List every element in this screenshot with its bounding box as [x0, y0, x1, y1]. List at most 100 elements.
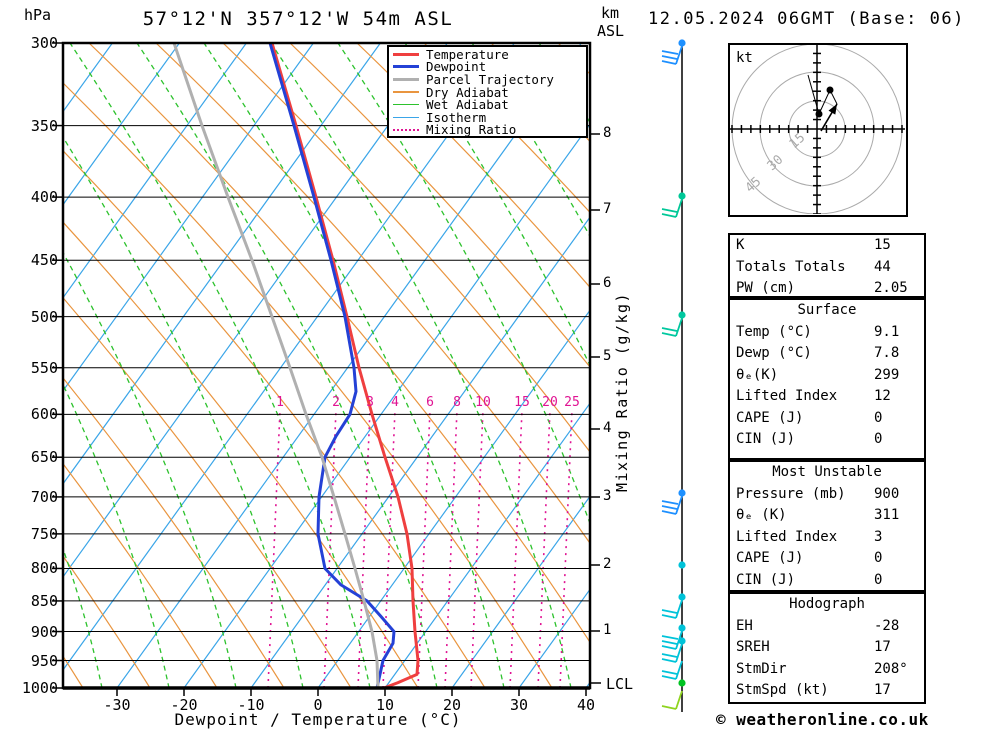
- data-table-indices: K 15 Totals Totals 44 PW (cm) 2.05: [728, 233, 926, 298]
- table-row-label: θₑ(K): [736, 366, 779, 383]
- wet-adiabat-lines: [63, 43, 590, 688]
- legend-line-sample: [393, 128, 419, 131]
- wind-barb: [678, 679, 686, 687]
- table-row: CAPE (J) 0: [730, 408, 924, 430]
- table-row: SREH 17: [730, 637, 924, 659]
- table-row-value: 17: [874, 639, 891, 655]
- copyright-label: © weatheronline.co.uk: [716, 710, 929, 729]
- wind-barb: [661, 593, 686, 619]
- plot-frame: [61, 41, 592, 690]
- table-row-value: 2.05: [874, 280, 908, 296]
- legend-line-sample: [393, 52, 419, 56]
- pressure-unit-label: hPa: [24, 6, 52, 24]
- table-row-label: Totals Totals: [736, 258, 846, 275]
- legend-label: Wet Adiabat: [426, 97, 509, 113]
- legend-line-sample: [393, 103, 419, 106]
- legend-label: Temperature: [426, 46, 509, 62]
- wind-barb: [661, 637, 686, 663]
- page-title: 57°12'N 357°12'W 54m ASL: [142, 8, 454, 30]
- legend-item: Isotherm: [393, 110, 586, 125]
- legend-label: Parcel Trajectory: [426, 71, 554, 87]
- km-axis-label: km: [601, 4, 620, 22]
- hodograph-dot: [826, 86, 834, 94]
- table-row: K 15: [730, 235, 924, 257]
- table-header: Hodograph: [789, 596, 865, 612]
- table-row-value: 7.8: [874, 345, 900, 361]
- table-row-value: 311: [874, 507, 900, 523]
- table-row-value: 44: [874, 258, 891, 275]
- legend-label: Dry Adiabat: [426, 84, 509, 100]
- table-header: Surface: [797, 302, 857, 318]
- temperature-axis-title: Dewpoint / Temperature (°C): [174, 710, 462, 729]
- dewpoint-curve: [268, 43, 396, 688]
- temperature-curve: [270, 43, 420, 688]
- table-row-value: 0: [874, 409, 883, 426]
- table-header: Most Unstable: [772, 464, 882, 480]
- data-table-surface: Surface Temp (°C) 9.1 Dewp (°C) 7.8 θₑ(K) 299 L…: [728, 298, 926, 460]
- table-row: Lifted Index 12: [730, 386, 924, 408]
- table-row: Dewp (°C) 7.8: [730, 343, 924, 365]
- hodograph-ring-label: 15: [787, 130, 809, 152]
- table-row-value: 0: [874, 431, 883, 447]
- data-table-most-unstable: Most Unstable Pressure (mb) 900 θₑ (K) 311 Li…: [728, 460, 926, 592]
- table-row-label: Lifted Index: [736, 388, 838, 404]
- table-row-label: PW (cm): [736, 280, 796, 296]
- table-row: CIN (J) 0: [730, 429, 924, 451]
- table-row-value: 0: [874, 571, 883, 588]
- table-row-value: -28: [874, 617, 900, 634]
- table-row-label: CAPE (J): [736, 550, 804, 566]
- legend-label: Mixing Ratio: [426, 122, 517, 138]
- wind-barb: [661, 192, 686, 218]
- mixing-ratio-axis-title: Mixing Ratio (g/kg): [613, 291, 631, 493]
- table-row-label: EH: [736, 617, 753, 634]
- wind-barb: [661, 660, 683, 680]
- legend-item: Dewpoint: [393, 59, 586, 74]
- table-row-label: CIN (J): [736, 571, 796, 588]
- hodograph-unit-label: kt: [736, 50, 753, 66]
- table-row-label: StmDir: [736, 660, 787, 677]
- table-row: StmSpd (kt) 17: [730, 680, 924, 702]
- hodograph-panel: 15 30 45 kt: [728, 43, 908, 217]
- parcel-trajectory-curve: [172, 43, 380, 688]
- table-row: Pressure (mb) 900: [730, 484, 924, 506]
- wind-barbs: [661, 39, 686, 710]
- table-row-label: Temp (°C): [736, 323, 812, 340]
- table-row-value: 17: [874, 682, 891, 698]
- table-row: Totals Totals 44: [730, 257, 924, 279]
- table-row-label: K: [736, 237, 745, 253]
- table-row-label: StmSpd (kt): [736, 682, 829, 698]
- table-row-value: 900: [874, 485, 900, 502]
- wind-barb: [678, 561, 686, 569]
- table-row: Lifted Index 3: [730, 527, 924, 549]
- lcl-label: LCL: [606, 675, 634, 693]
- table-row: θₑ (K) 311: [730, 505, 924, 527]
- legend-line-sample: [393, 65, 419, 69]
- table-row: θₑ(K) 299: [730, 365, 924, 387]
- table-row: CAPE (J) 0: [730, 548, 924, 570]
- valid-time-label: 12.05.2024 06GMT (Base: 06): [648, 9, 965, 29]
- table-row-label: θₑ (K): [736, 507, 787, 523]
- legend-item: Dry Adiabat: [393, 84, 586, 100]
- axis-ticks: [52, 42, 601, 696]
- table-row-label: Dewp (°C): [736, 345, 812, 361]
- pressure-gridlines: [63, 43, 590, 688]
- legend-item: Parcel Trajectory: [393, 71, 586, 87]
- wind-barb: [661, 39, 686, 65]
- legend-line-sample: [393, 116, 419, 119]
- table-row-label: Pressure (mb): [736, 485, 846, 502]
- legend-item: Wet Adiabat: [393, 97, 586, 113]
- table-row-value: 208°: [874, 660, 908, 677]
- hodograph-ring-label: 30: [765, 152, 787, 174]
- table-row-label: CIN (J): [736, 431, 796, 447]
- table-row-value: 9.1: [874, 323, 900, 340]
- data-table-hodograph: Hodograph EH -28 SREH 17 StmDir 208° StmSpd (kt…: [728, 592, 926, 704]
- legend-line-sample: [393, 77, 419, 81]
- table-row: Temp (°C) 9.1: [730, 322, 924, 344]
- table-row-value: 15: [874, 237, 891, 253]
- legend-line-sample: [393, 91, 419, 93]
- asl-axis-label: ASL: [597, 22, 625, 40]
- wind-barb: [661, 690, 683, 710]
- legend-item: Mixing Ratio: [393, 122, 586, 138]
